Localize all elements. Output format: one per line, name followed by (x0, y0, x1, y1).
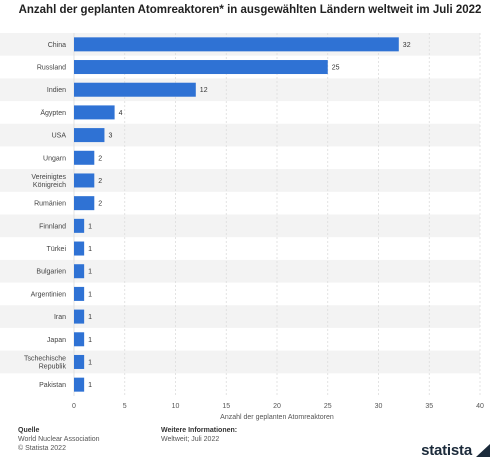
bar[interactable] (74, 218, 85, 233)
value-label: 12 (200, 87, 208, 94)
value-label: 1 (88, 337, 92, 344)
category-label: Pakistan (39, 382, 66, 389)
bar[interactable] (74, 105, 115, 120)
value-label: 32 (403, 42, 411, 49)
category-label: Ägypten (40, 109, 66, 117)
category-label: Russland (37, 65, 66, 72)
value-label: 1 (88, 269, 92, 276)
x-tick-label: 40 (476, 403, 484, 410)
bar[interactable] (74, 173, 95, 188)
x-tick-label: 15 (222, 403, 230, 410)
x-tick-label: 20 (273, 403, 281, 410)
statista-logo-icon (476, 444, 490, 457)
value-label: 1 (88, 382, 92, 389)
bar[interactable] (74, 128, 105, 143)
category-label: USA (52, 133, 67, 140)
bar[interactable] (74, 264, 85, 279)
row-band (0, 350, 480, 374)
bar[interactable] (74, 37, 399, 52)
chart-title: Anzahl der geplanten Atomreaktoren* in a… (18, 4, 482, 16)
bar[interactable] (74, 377, 85, 392)
bar[interactable] (74, 196, 95, 211)
bar[interactable] (74, 241, 85, 256)
category-label: Finnland (39, 223, 66, 230)
value-label: 2 (98, 178, 102, 185)
info-block: Weitere Informationen: Weltweit; Juli 20… (161, 426, 237, 444)
bar[interactable] (74, 354, 85, 369)
bar[interactable] (74, 286, 85, 301)
value-label: 1 (88, 359, 92, 366)
x-tick-label: 5 (123, 403, 127, 410)
bar[interactable] (74, 309, 85, 324)
category-label: Tschechische Republik (24, 355, 67, 370)
x-axis-label: Anzahl der geplanten Atomreaktoren (220, 414, 334, 421)
bars (74, 37, 399, 392)
row-band (0, 123, 480, 147)
row-band (0, 169, 480, 192)
value-label: 25 (332, 65, 340, 72)
row-band (0, 214, 480, 238)
value-label: 1 (88, 223, 92, 230)
value-label: 1 (88, 314, 92, 321)
row-band (0, 305, 480, 328)
source-heading: Quelle (18, 427, 40, 434)
category-label: Vereinigtes Königreich (31, 174, 66, 189)
value-label: 1 (88, 246, 92, 253)
category-label: Ungarn (43, 155, 66, 162)
value-label: 2 (98, 155, 102, 162)
statista-logo[interactable]: statista (421, 442, 472, 459)
category-labels: China Russland Indien Ägypten USA Ungarn Verei… (24, 42, 67, 389)
info-text: Weltweit; Juli 2022 (161, 436, 220, 443)
source-name: World Nuclear Association (18, 436, 100, 443)
value-label: 1 (88, 291, 92, 298)
category-label: Argentinien (31, 291, 67, 298)
copyright: © Statista 2022 (18, 445, 66, 452)
x-tick-labels: 0 5 10 15 20 25 30 35 40 (72, 403, 484, 410)
source-block: Quelle World Nuclear Association © Stati… (18, 426, 100, 453)
row-band (0, 78, 480, 102)
info-heading: Weitere Informationen: (161, 427, 238, 434)
category-label: Türkei (47, 246, 67, 253)
x-tick-label: 0 (72, 403, 76, 410)
bar[interactable] (74, 332, 85, 347)
value-label: 4 (119, 110, 123, 117)
category-label: Iran (54, 314, 66, 321)
value-label: 3 (108, 133, 112, 140)
row-band (0, 259, 480, 283)
category-label: Indien (47, 87, 66, 94)
bar[interactable] (74, 60, 328, 75)
category-label: Japan (47, 337, 66, 344)
x-tick-label: 35 (425, 403, 433, 410)
x-tick-label: 25 (324, 403, 332, 410)
row-bands (0, 33, 480, 374)
bar[interactable] (74, 150, 95, 165)
x-tick-label: 30 (375, 403, 383, 410)
category-label: Bulgarien (36, 269, 66, 276)
x-tick-label: 10 (172, 403, 180, 410)
category-label: Rumänien (34, 201, 66, 208)
value-label: 2 (98, 201, 102, 208)
bar[interactable] (74, 82, 196, 97)
category-label: China (48, 42, 66, 49)
